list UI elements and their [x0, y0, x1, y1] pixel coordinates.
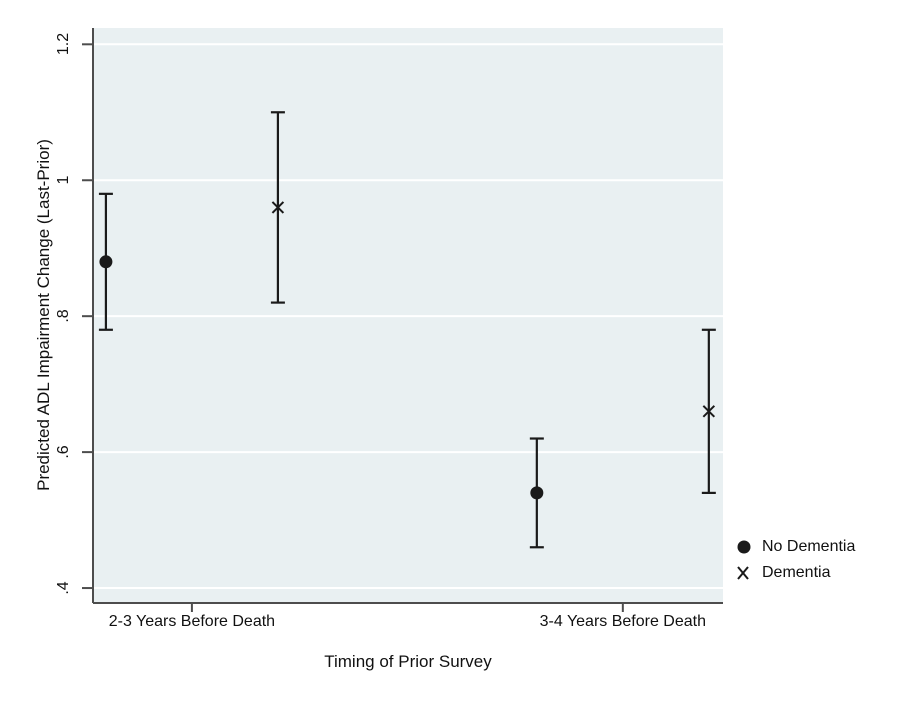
y-axis-title-text: Predicted ADL Impairment Change (Last-Pr…: [34, 139, 53, 491]
legend-item-dementia: Dementia: [734, 560, 855, 586]
legend-label-no-dementia: No Dementia: [762, 538, 856, 555]
filled-circle-icon: [737, 540, 751, 554]
legend: No Dementia Dementia: [734, 534, 855, 586]
legend-label-dementia: Dementia: [762, 564, 831, 581]
x-tick-label-2: 3-4 Years Before Death: [539, 613, 706, 630]
y-tick-label-text: 1: [55, 175, 72, 185]
legend-item-no-dementia: No Dementia: [734, 534, 855, 560]
y-tick-label-text: .6: [55, 445, 72, 459]
data-point-circle-no-dementia-2: [530, 486, 544, 500]
y-tick-label-text: .4: [55, 581, 72, 595]
y-tick-label-text: .8: [55, 309, 72, 323]
x-tick-label-1: 2-3 Years Before Death: [108, 613, 276, 630]
data-point-x-dementia-1: [271, 201, 285, 214]
data-point-circle-no-dementia-1: [99, 255, 113, 269]
x-marker-icon: [737, 566, 749, 580]
y-tick-label-text: 1.2: [55, 33, 72, 56]
x-axis-title: Timing of Prior Survey: [324, 652, 492, 671]
data-point-x-dementia-2: [702, 405, 716, 418]
